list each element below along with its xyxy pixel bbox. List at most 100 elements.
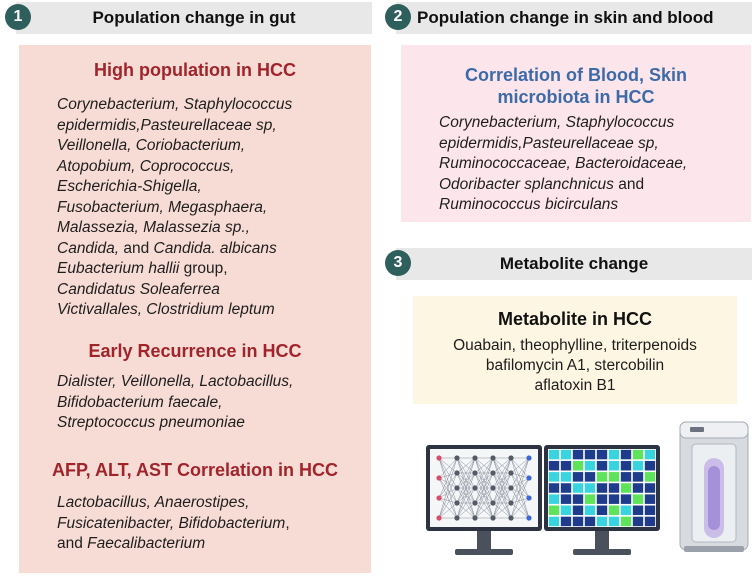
heatmap-cell xyxy=(644,483,656,493)
taxon-name: Malassezia, Malassezia sp., xyxy=(57,219,250,236)
heatmap-cell xyxy=(584,516,596,527)
taxon-name: Odoribacter splanchnicus xyxy=(439,175,614,193)
heatmap-cell xyxy=(596,505,608,516)
metabolite-list: Ouabain, theophylline, triterpenoids baf… xyxy=(413,336,737,396)
network-node xyxy=(508,500,514,506)
heatmap-cell xyxy=(548,449,560,460)
metabolite-title: Metabolite in HCC xyxy=(497,309,652,329)
heatmap-cell xyxy=(548,494,560,504)
high-population-title: High population in HCC xyxy=(94,60,296,80)
heatmap-cell xyxy=(632,460,644,471)
taxon-name: Fusicatenibacter, Bifidobacterium xyxy=(57,514,286,532)
species-line: Eubacterium hallii group, xyxy=(57,259,292,280)
high-population-list: Corynebacterium, Staphylococcus epidermid… xyxy=(57,95,292,321)
species-line: Corynebacterium, Staphylococcus xyxy=(57,95,292,116)
taxon-name: Ruminococcus bicirculans xyxy=(439,196,619,213)
heatmap-cell xyxy=(632,472,644,482)
taxon-name: Bifidobacterium faecale, xyxy=(57,393,223,411)
step-1-number: 1 xyxy=(13,8,23,25)
connector-text: , xyxy=(285,514,290,532)
afp-correlation-list: Lactobacillus, Anaerostipes, Fusicateniba… xyxy=(57,493,290,555)
network-node xyxy=(490,515,496,521)
heatmap-cell xyxy=(584,505,596,516)
taxon-name: Candida. albicans xyxy=(153,239,277,257)
network-node xyxy=(454,500,460,506)
connector-text: and xyxy=(119,239,154,257)
step-1-badge: 1 xyxy=(5,4,31,30)
step-3-number: 3 xyxy=(393,254,403,271)
metabolite-line: bafilomycin A1, stercobilin xyxy=(485,357,665,374)
heatmap-cell xyxy=(548,483,560,493)
skin-blood-box: Correlation of Blood, Skin microbiota in… xyxy=(401,45,751,222)
gut-panel-title: Population change in gut xyxy=(92,8,296,27)
metabolite-line: aflatoxin B1 xyxy=(534,377,616,394)
network-node xyxy=(490,470,496,476)
heatmap-cell xyxy=(608,449,620,460)
heatmap-cell xyxy=(620,449,632,460)
species-line: Candida, and Candida. albicans xyxy=(57,239,292,260)
metabolite-panel-title: Metabolite change xyxy=(499,254,649,273)
network-node xyxy=(454,470,460,476)
heatmap-cell xyxy=(596,472,608,482)
taxon-name: epidermidis,Pasteurellaceae sp, xyxy=(57,116,277,134)
heatmap-cell xyxy=(620,505,632,516)
heatmap-cell xyxy=(572,494,584,504)
heatmap-cell xyxy=(572,472,584,482)
heatmap-cell xyxy=(560,472,572,482)
taxon-name: Veillonella, Coriobacterium, xyxy=(57,137,246,154)
heatmap-cell xyxy=(596,449,608,460)
neural-network-monitor-icon xyxy=(426,445,542,555)
taxon-name: Faecalibacterium xyxy=(87,535,206,552)
connector-text: and xyxy=(57,535,88,552)
heatmap-cell xyxy=(584,483,596,493)
network-node xyxy=(454,455,460,461)
heatmap-cell xyxy=(632,449,644,460)
metabolite-line: Ouabain, theophylline, triterpenoids xyxy=(453,337,697,354)
skin-blood-panel-title: Population change in skin and blood xyxy=(417,8,714,27)
metabolite-box: Metabolite in HCC Ouabain, theophylline,… xyxy=(413,296,737,404)
connector-text: group, xyxy=(179,260,228,277)
species-line: epidermidis,Pasteurellaceae sp, xyxy=(57,116,292,137)
correlation-title-line-1: Correlation of Blood, Skin xyxy=(464,65,687,85)
species-line: Fusicatenibacter, Bifidobacterium, xyxy=(57,514,290,535)
afp-correlation-title: AFP, ALT, AST Correlation in HCC xyxy=(51,460,338,480)
network-node xyxy=(490,485,496,491)
heatmap-cell xyxy=(620,483,632,493)
species-line: epidermidis,Pasteurellaceae sp, xyxy=(439,134,687,155)
species-line: and Faecalibacterium xyxy=(57,534,290,555)
heatmap-cell xyxy=(572,516,584,527)
network-node xyxy=(472,500,478,506)
network-node xyxy=(472,515,478,521)
heatmap-cell xyxy=(608,494,620,504)
network-node xyxy=(436,475,442,481)
heatmap-cell xyxy=(548,505,560,516)
species-line: Ruminococcaceae, Bacteroidaceae, xyxy=(439,154,687,175)
taxon-name: Streptococcus pneumoniae xyxy=(57,414,245,431)
step-3-badge: 3 xyxy=(385,250,411,276)
heatmap-cell xyxy=(608,483,620,493)
skin-blood-panel-header: Population change in skin and blood xyxy=(396,2,752,34)
heatmap-cell xyxy=(572,449,584,460)
network-node xyxy=(526,495,532,501)
heatmap-cell xyxy=(644,449,656,460)
heatmap-cell xyxy=(644,516,656,527)
taxon-name: Escherichia-Shigella, xyxy=(57,178,202,195)
heatmap-cell xyxy=(644,472,656,482)
species-line: Ruminococcus bicirculans xyxy=(439,195,687,216)
taxon-name: Dialister, Veillonella, Lactobacillus, xyxy=(57,373,294,390)
heatmap-cell xyxy=(608,505,620,516)
heatmap-cell xyxy=(584,460,596,471)
heatmap-cell xyxy=(620,460,632,471)
early-recurrence-title: Early Recurrence in HCC xyxy=(88,341,302,361)
connector-text: and xyxy=(613,175,645,193)
species-line: Lactobacillus, Anaerostipes, xyxy=(57,493,290,514)
species-line: Veillonella, Coriobacterium, xyxy=(57,136,292,157)
heatmap-cell xyxy=(572,460,584,471)
network-node xyxy=(508,485,514,491)
network-node xyxy=(454,515,460,521)
early-recurrence-list: Dialister, Veillonella, Lactobacillus, Bi… xyxy=(57,372,293,434)
heatmap-cell xyxy=(584,449,596,460)
species-line: Bifidobacterium faecale, xyxy=(57,393,293,414)
network-node xyxy=(490,500,496,506)
species-line: Escherichia-Shigella, xyxy=(57,177,292,198)
